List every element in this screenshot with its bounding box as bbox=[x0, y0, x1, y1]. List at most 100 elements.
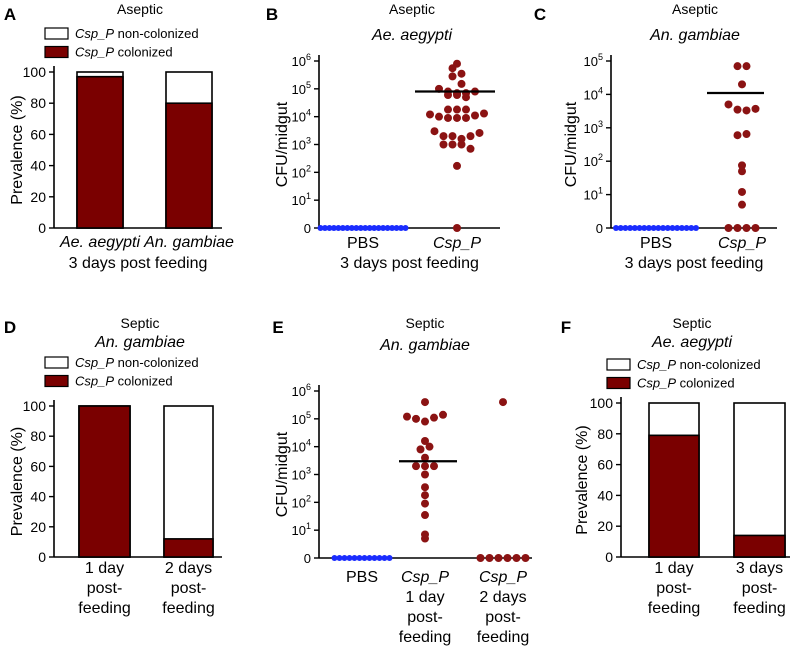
data-point-csp bbox=[421, 530, 429, 539]
data-point-pbs bbox=[375, 225, 382, 231]
data-point-csp bbox=[485, 554, 494, 562]
data-point-pbs bbox=[351, 555, 358, 561]
data-point-pbs bbox=[664, 225, 671, 231]
data-point-csp bbox=[476, 554, 485, 562]
x-tick-label: 2 days bbox=[165, 560, 212, 577]
panel-label: A bbox=[4, 5, 16, 24]
panel-label: B bbox=[266, 5, 278, 24]
x-tick-label: post- bbox=[656, 580, 692, 597]
data-point-csp bbox=[412, 462, 420, 471]
x-tick-label: 1 day bbox=[85, 560, 124, 577]
data-point-csp bbox=[733, 131, 742, 140]
x-tick-label: feeding bbox=[162, 600, 215, 617]
data-point-csp bbox=[430, 413, 438, 422]
x-tick-label: feeding bbox=[78, 600, 131, 617]
data-point-csp bbox=[751, 104, 760, 113]
y-axis-label: Prevalence (%) bbox=[574, 425, 591, 534]
data-point-csp bbox=[421, 462, 429, 471]
data-point-csp bbox=[742, 130, 751, 139]
bar-colonized bbox=[648, 434, 700, 558]
y-tick-label: 105 bbox=[584, 52, 603, 69]
text-rest: non-colonized bbox=[114, 355, 199, 370]
data-point-csp bbox=[421, 511, 429, 520]
legend-swatch-non-colonized bbox=[44, 356, 69, 369]
x-tick-label: 1 day bbox=[654, 560, 693, 577]
text-rest: colonized bbox=[114, 374, 173, 389]
data-point-pbs bbox=[346, 555, 353, 561]
y-tick-label: 100 bbox=[23, 64, 47, 80]
x-tick-label: post- bbox=[87, 580, 123, 597]
data-point-pbs bbox=[362, 225, 369, 231]
legend-label: Csp_P colonized bbox=[75, 45, 173, 60]
y-tick-label: 104 bbox=[292, 438, 311, 455]
x-tick-label: post- bbox=[407, 609, 443, 626]
x-tick-label: post- bbox=[742, 580, 778, 597]
y-axis-label: Prevalence (%) bbox=[9, 95, 26, 204]
y-tick-label: 60 bbox=[30, 458, 46, 474]
text-rest: non-colonized bbox=[114, 26, 199, 41]
x-tick-label: post- bbox=[171, 580, 207, 597]
data-point-pbs bbox=[617, 225, 624, 231]
panel-subtitle: An. gambiae bbox=[649, 27, 740, 44]
legend-swatch-non-colonized bbox=[606, 358, 631, 371]
data-point-csp bbox=[421, 499, 429, 508]
y-tick-label: 103 bbox=[584, 119, 603, 136]
x-tick-label: feeding bbox=[477, 629, 530, 646]
data-point-csp bbox=[457, 79, 466, 88]
data-point-csp bbox=[421, 417, 429, 426]
data-point-pbs bbox=[335, 225, 342, 231]
legend-swatch-colonized bbox=[606, 376, 631, 390]
panel-subtitle: Ae. aegypti bbox=[371, 27, 453, 44]
panel-label: F bbox=[561, 318, 571, 337]
italic-species: Csp_P bbox=[479, 569, 527, 586]
italic-species: Csp_P bbox=[75, 374, 114, 389]
data-point-csp bbox=[512, 554, 521, 562]
legend-label: Csp_P non-colonized bbox=[75, 26, 199, 41]
y-tick-label: 104 bbox=[292, 108, 311, 125]
data-point-csp bbox=[475, 128, 484, 137]
data-point-pbs bbox=[384, 225, 391, 231]
bar-colonized bbox=[163, 538, 214, 558]
data-point-csp bbox=[521, 554, 530, 562]
data-point-pbs bbox=[627, 225, 634, 231]
panel-title: Aseptic bbox=[389, 1, 435, 17]
panel-label: D bbox=[4, 318, 16, 337]
data-point-pbs bbox=[326, 225, 333, 231]
panel-subtitle: An. gambiae bbox=[94, 334, 185, 351]
x-tick-label: PBS bbox=[640, 235, 672, 252]
data-point-csp bbox=[733, 62, 742, 71]
y-tick-label: 40 bbox=[30, 489, 46, 505]
italic-species: Csp_P bbox=[75, 45, 114, 60]
y-axis-label: Prevalence (%) bbox=[9, 427, 26, 536]
data-point-pbs bbox=[330, 225, 337, 231]
data-point-csp bbox=[733, 224, 742, 232]
data-point-pbs bbox=[341, 555, 348, 561]
data-point-csp bbox=[430, 127, 439, 136]
data-point-csp bbox=[457, 69, 466, 78]
data-point-pbs bbox=[380, 225, 387, 231]
text-rest: colonized bbox=[114, 45, 173, 60]
x-axis-label: 3 days post feeding bbox=[69, 255, 208, 272]
data-point-pbs bbox=[631, 225, 638, 231]
legend-label: Csp_P non-colonized bbox=[637, 357, 761, 372]
data-point-pbs bbox=[398, 225, 405, 231]
data-point-csp bbox=[471, 111, 479, 120]
panel-b: B Aseptic Ae. aegypti CFU/midgut 0 101 102 103 1… bbox=[266, 1, 500, 272]
y-tick-label: 101 bbox=[292, 191, 311, 208]
panel-title: Aseptic bbox=[117, 1, 163, 17]
data-point-csp bbox=[742, 224, 751, 232]
data-point-pbs bbox=[693, 225, 699, 231]
data-point-csp bbox=[480, 109, 488, 118]
data-point-csp bbox=[499, 398, 507, 407]
data-point-pbs bbox=[339, 225, 346, 231]
data-point-csp bbox=[724, 100, 733, 109]
data-point-csp bbox=[738, 200, 746, 209]
text-rest: non-colonized bbox=[676, 357, 761, 372]
panel-title: Septic bbox=[406, 315, 445, 331]
y-tick-label: 60 bbox=[597, 457, 613, 473]
data-point-csp bbox=[412, 414, 420, 423]
x-tick-label: 3 days bbox=[736, 560, 783, 577]
legend-label: Csp_P colonized bbox=[637, 376, 735, 391]
y-tick-label: 0 bbox=[38, 220, 46, 236]
